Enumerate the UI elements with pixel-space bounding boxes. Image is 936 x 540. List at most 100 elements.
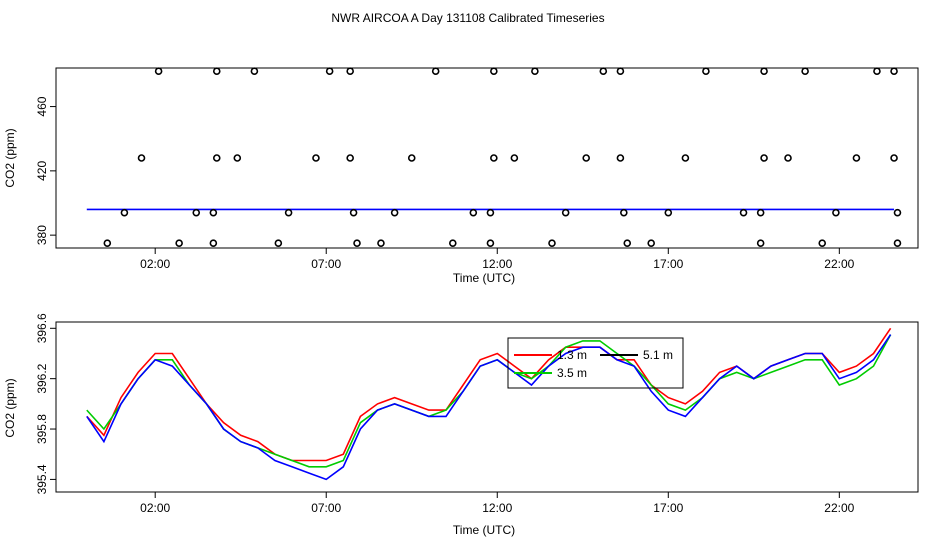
data-point (349, 208, 358, 217)
data-point (103, 239, 112, 247)
data-point (448, 239, 457, 247)
data-point (681, 154, 690, 162)
data-point (346, 154, 354, 162)
data-point (407, 154, 416, 162)
data-point (490, 154, 498, 162)
data-point (377, 239, 385, 247)
data-point (154, 67, 163, 76)
data-point (510, 154, 519, 162)
data-point (647, 239, 655, 247)
top-y-label: CO2 (ppm) (3, 128, 17, 187)
bottom-x-tick-label: 12:00 (482, 501, 512, 515)
top-x-tick-label: 02:00 (140, 257, 170, 271)
top-x-tick-label: 12:00 (482, 257, 512, 271)
data-point (582, 154, 590, 162)
bottom-y-tick-label: 396.6 (35, 313, 49, 343)
data-point (893, 208, 902, 217)
top-x-tick-label: 17:00 (653, 257, 683, 271)
bottom-x-tick-label: 22:00 (824, 501, 854, 515)
bottom-x-label: Time (UTC) (453, 523, 515, 537)
legend-frame (507, 337, 684, 389)
top-x-axis: 02:00 07:00 12:00 17:00 22:00 (140, 248, 855, 271)
data-point (312, 154, 320, 162)
data-point (209, 239, 218, 247)
data-point (212, 154, 221, 162)
series-line (86, 334, 892, 468)
data-point (284, 208, 293, 217)
bottom-y-label: CO2 (ppm) (3, 378, 17, 437)
legend: 1.3 m 5.1 m 3.5 m (507, 337, 684, 389)
bottom-x-axis: 02:00 07:00 12:00 17:00 22:00 (140, 492, 855, 515)
data-point (832, 208, 840, 217)
data-point (120, 208, 129, 217)
top-x-tick-label: 22:00 (824, 257, 854, 271)
data-point (702, 67, 710, 76)
series-line (86, 334, 892, 481)
data-point (756, 208, 765, 217)
panel-bottom: 02:00 07:00 12:00 17:00 22:00 395.4 395.8 396.… (3, 313, 919, 537)
data-point (325, 67, 334, 76)
data-point (784, 154, 792, 162)
data-point (486, 239, 495, 247)
data-point (250, 67, 259, 76)
data-point (893, 239, 902, 247)
data-point (623, 239, 632, 247)
data-point (620, 208, 628, 217)
bottom-y-axis: 395.4 395.8 396.2 396.6 (35, 313, 56, 494)
data-point (616, 154, 625, 162)
data-point (890, 154, 898, 162)
data-point (274, 239, 283, 247)
legend-label-2: 5.1 m (643, 348, 673, 362)
data-point (599, 67, 608, 76)
top-y-axis: 380 420 460 (35, 96, 56, 245)
data-point (486, 208, 495, 217)
data-point (531, 67, 539, 76)
data-point (548, 239, 556, 247)
series-line (86, 327, 892, 462)
data-point (137, 154, 146, 162)
top-y-tick-label: 420 (35, 161, 49, 181)
data-point (818, 239, 827, 247)
data-point (664, 208, 673, 217)
bottom-x-tick-label: 07:00 (311, 501, 341, 515)
bottom-series (86, 327, 892, 481)
top-y-tick-label: 460 (35, 96, 49, 116)
data-point (469, 208, 478, 217)
bottom-y-tick-label: 396.2 (35, 363, 49, 393)
top-points (103, 67, 902, 247)
top-x-label: Time (UTC) (453, 271, 515, 285)
data-point (175, 239, 183, 247)
data-point (760, 154, 768, 162)
data-point (873, 67, 881, 76)
top-x-tick-label: 07:00 (311, 257, 341, 271)
data-point (212, 67, 221, 76)
chart-title: NWR AIRCOA A Day 131108 Calibrated Times… (331, 11, 604, 25)
data-point (353, 239, 361, 247)
legend-label-1: 1.3 m (557, 348, 587, 362)
data-point (346, 67, 354, 76)
data-point (890, 67, 898, 76)
data-point (756, 239, 765, 247)
bottom-x-tick-label: 02:00 (140, 501, 170, 515)
bottom-x-tick-label: 17:00 (653, 501, 683, 515)
panel-top-frame (55, 67, 919, 249)
panel-top: 02:00 07:00 12:00 17:00 22:00 380 420 460 Time… (3, 67, 919, 285)
data-point (801, 67, 809, 76)
data-point (760, 67, 768, 76)
data-point (390, 208, 399, 217)
data-point (192, 208, 201, 217)
top-y-tick-label: 380 (35, 225, 49, 245)
data-point (739, 208, 748, 217)
data-point (852, 154, 861, 162)
bottom-y-tick-label: 395.4 (35, 464, 49, 494)
data-point (209, 208, 218, 217)
data-point (233, 154, 242, 162)
legend-label-3: 3.5 m (557, 366, 587, 380)
data-point (490, 67, 498, 76)
data-point (616, 67, 625, 76)
bottom-y-tick-label: 395.8 (35, 414, 49, 444)
panel-bottom-frame (55, 321, 919, 493)
data-point (431, 67, 440, 76)
data-point (561, 208, 570, 217)
